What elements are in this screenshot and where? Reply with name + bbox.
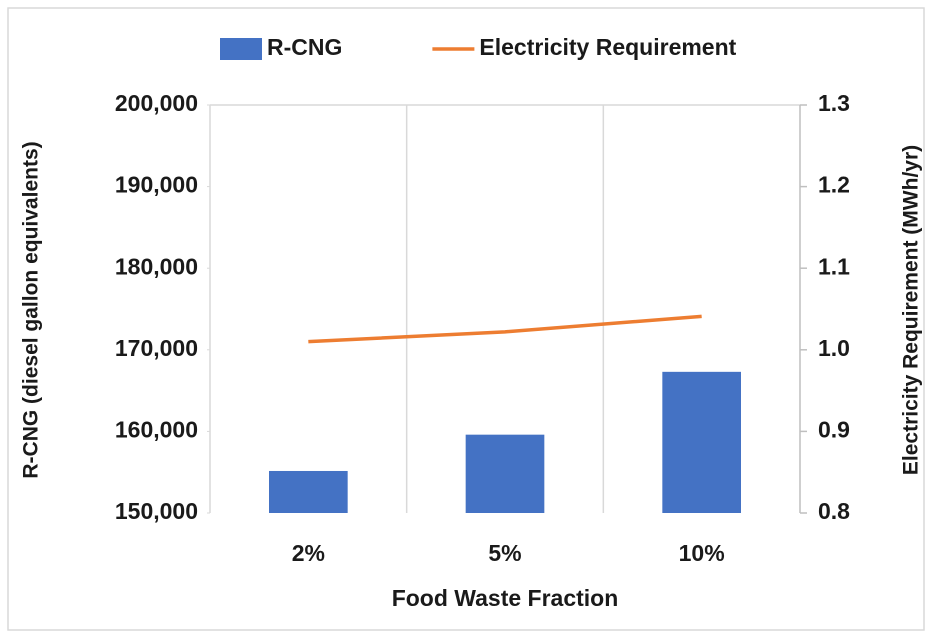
y2-tick-label: 1.0 [818, 335, 850, 361]
y-axis-label: R-CNG (diesel gallon equivalents) [20, 141, 43, 478]
legend-label: Electricity Requirement [479, 34, 736, 60]
y2-tick-label: 0.8 [818, 498, 850, 524]
chart-frame [7, 7, 925, 631]
y-tick-label: 190,000 [115, 172, 198, 198]
y-tick-label: 170,000 [115, 335, 198, 361]
x-tick-label: 5% [488, 540, 521, 566]
bar [269, 470, 348, 513]
y2-tick-label: 0.9 [818, 416, 850, 442]
x-tick-label: 2% [292, 540, 325, 566]
x-axis-label: Food Waste Fraction [392, 585, 619, 611]
bar [662, 371, 741, 513]
y-tick-label: 200,000 [115, 90, 198, 116]
y-tick-label: 150,000 [115, 498, 198, 524]
y2-tick-label: 1.1 [818, 253, 850, 279]
y2-axis-label: Electricity Requirement (MWh/yr) [900, 145, 923, 475]
bar [465, 434, 545, 513]
y-tick-label: 160,000 [115, 416, 198, 442]
y2-tick-label: 1.3 [818, 90, 850, 116]
x-tick-label: 10% [679, 540, 725, 566]
y-tick-label: 180,000 [115, 253, 198, 279]
legend-swatch [220, 38, 262, 60]
legend-label: R-CNG [267, 34, 342, 60]
y2-tick-label: 1.2 [818, 172, 850, 198]
line [308, 314, 702, 344]
